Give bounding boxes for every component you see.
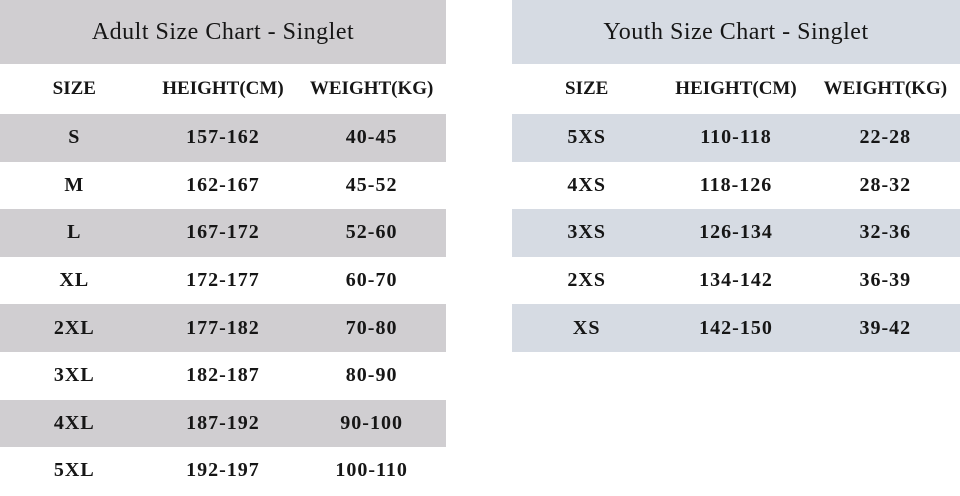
size-cell: M — [64, 173, 85, 196]
adult-table-header-row: SIZE HEIGHT(CM) WEIGHT(KG) — [0, 64, 446, 114]
size-cell: 5XS — [567, 126, 606, 149]
size-cell: 4XL — [53, 411, 95, 434]
weight-cell: 40-45 — [345, 126, 398, 149]
adult-size-chart-table: Adult Size Chart - Singlet SIZE HEIGHT(C… — [0, 0, 446, 495]
height-cell: 118-126 — [699, 173, 773, 196]
weight-cell: 80-90 — [345, 364, 398, 387]
table-row: 5XS 110-118 22-28 — [512, 114, 960, 162]
table-row: 2XL 177-182 70-80 — [0, 304, 446, 352]
size-cell: XS — [572, 316, 601, 339]
height-cell: 162-167 — [186, 173, 260, 196]
weight-cell: 28-32 — [859, 173, 912, 196]
table-row: L 167-172 52-60 — [0, 209, 446, 257]
size-cell: 3XL — [53, 364, 95, 387]
table-row: M 162-167 45-52 — [0, 162, 446, 210]
youth-table-rows: 5XS 110-118 22-28 4XS 118-126 28-32 3XS … — [512, 114, 960, 352]
height-cell: 187-192 — [186, 411, 260, 434]
weight-cell: 70-80 — [345, 316, 398, 339]
weight-cell: 36-39 — [859, 269, 912, 292]
weight-cell: 100-110 — [335, 459, 408, 482]
table-row: 4XL 187-192 90-100 — [0, 399, 446, 448]
weight-cell: 45-52 — [345, 173, 398, 196]
youth-size-chart-table: Youth Size Chart - Singlet SIZE HEIGHT(C… — [512, 0, 960, 352]
weight-cell: 90-100 — [340, 411, 403, 434]
youth-table-header-row: SIZE HEIGHT(CM) WEIGHT(KG) — [512, 64, 960, 114]
table-row: 3XL 182-187 80-90 — [0, 352, 446, 400]
table-row: S 157-162 40-45 — [0, 114, 446, 162]
weight-cell: 22-28 — [859, 126, 912, 149]
height-cell: 126-134 — [699, 221, 773, 244]
height-cell: 192-197 — [186, 459, 260, 482]
size-cell: 5XL — [53, 459, 95, 482]
table-row: XS 142-150 39-42 — [512, 304, 960, 352]
weight-cell: 60-70 — [345, 269, 398, 292]
size-cell: 3XS — [567, 221, 606, 244]
height-cell: 142-150 — [699, 316, 773, 339]
column-header-height: HEIGHT(CM) — [675, 78, 797, 99]
size-cell: 2XS — [567, 269, 606, 292]
weight-cell: 39-42 — [859, 316, 912, 339]
height-cell: 110-118 — [700, 126, 772, 149]
table-row: XL 172-177 60-70 — [0, 257, 446, 305]
size-cell: L — [67, 221, 82, 244]
size-cell: 2XL — [53, 316, 95, 339]
column-header-height: HEIGHT(CM) — [162, 78, 284, 99]
height-cell: 167-172 — [186, 221, 260, 244]
height-cell: 177-182 — [186, 316, 260, 339]
column-header-size: SIZE — [52, 78, 96, 99]
table-row: 4XS 118-126 28-32 — [512, 162, 960, 210]
height-cell: 182-187 — [186, 364, 260, 387]
size-cell: XL — [59, 269, 90, 292]
weight-cell: 52-60 — [345, 221, 398, 244]
column-header-weight: WEIGHT(KG) — [309, 78, 434, 99]
adult-table-title-banner: Adult Size Chart - Singlet — [0, 0, 446, 64]
column-header-size: SIZE — [565, 78, 609, 99]
weight-cell: 32-36 — [859, 221, 912, 244]
youth-table-title-banner: Youth Size Chart - Singlet — [512, 0, 960, 64]
column-header-weight: WEIGHT(KG) — [823, 78, 948, 99]
size-cell: S — [68, 126, 81, 149]
youth-table-title: Youth Size Chart - Singlet — [603, 18, 869, 45]
height-cell: 172-177 — [186, 269, 260, 292]
height-cell: 134-142 — [699, 269, 773, 292]
adult-table-rows: S 157-162 40-45 M 162-167 45-52 L 167-17… — [0, 114, 446, 495]
table-row: 2XS 134-142 36-39 — [512, 257, 960, 305]
table-row: 5XL 192-197 100-110 — [0, 447, 446, 495]
size-cell: 4XS — [567, 173, 606, 196]
adult-table-title: Adult Size Chart - Singlet — [91, 18, 355, 45]
table-row: 3XS 126-134 32-36 — [512, 209, 960, 257]
height-cell: 157-162 — [186, 126, 260, 149]
